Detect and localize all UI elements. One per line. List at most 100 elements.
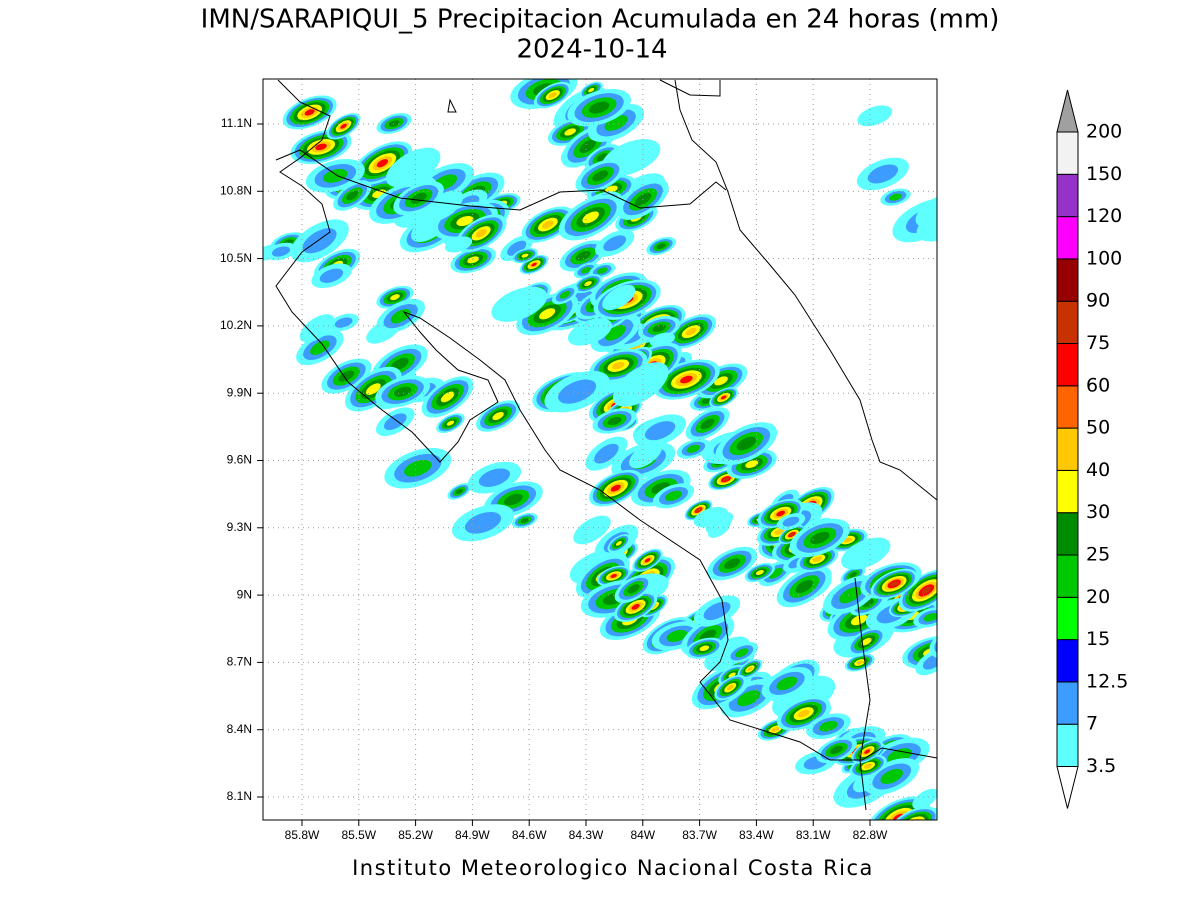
colorbar-label: 50 bbox=[1086, 417, 1110, 439]
colorbar-label: 3.5 bbox=[1086, 755, 1116, 777]
rain-cell bbox=[542, 220, 554, 229]
colorbar-box bbox=[1056, 258, 1079, 302]
rain-cell bbox=[206, 196, 249, 228]
rain-cell bbox=[521, 253, 529, 258]
rain-cell bbox=[612, 362, 625, 370]
rain-cell bbox=[666, 629, 688, 642]
rain-cell bbox=[708, 520, 731, 538]
rain-cell bbox=[404, 459, 432, 477]
title: IMN/SARAPIQUI_5 Precipitacion Acumulada … bbox=[201, 5, 1000, 35]
rain-cell bbox=[588, 87, 595, 93]
colorbar-box bbox=[1056, 554, 1079, 598]
rain-cell bbox=[503, 493, 523, 506]
rain-cell bbox=[841, 537, 891, 570]
rain-cell bbox=[310, 340, 330, 355]
rain-cell bbox=[656, 243, 666, 249]
rain-cell bbox=[922, 653, 937, 670]
rain-cell bbox=[558, 379, 597, 404]
colorbar-box bbox=[1056, 639, 1079, 683]
rain-cell bbox=[629, 441, 663, 469]
rain-cell bbox=[864, 749, 871, 754]
rain-cell bbox=[922, 818, 939, 832]
rain-cell bbox=[941, 236, 961, 253]
rain-cell bbox=[921, 586, 931, 594]
rain-cell bbox=[923, 613, 937, 622]
rain-cell bbox=[596, 267, 608, 274]
colorbar-box bbox=[1056, 681, 1079, 725]
island bbox=[447, 98, 457, 113]
rain-cell bbox=[771, 727, 780, 732]
lat-tick-label: 11.1N bbox=[221, 116, 252, 130]
rain-cell bbox=[720, 395, 727, 400]
rain-cell bbox=[603, 235, 627, 252]
colorbar-label: 120 bbox=[1086, 205, 1122, 227]
rain-cell bbox=[810, 531, 830, 545]
rain-cell bbox=[467, 256, 480, 264]
lon-tick-label: 84.3W bbox=[569, 828, 604, 842]
rain-cell bbox=[456, 216, 474, 226]
colorbar-box bbox=[1056, 131, 1079, 175]
rain-cell bbox=[582, 211, 599, 224]
rain-cell bbox=[346, 190, 359, 201]
rain-cell bbox=[700, 418, 715, 430]
rain-cell bbox=[592, 170, 609, 182]
rain-cell bbox=[627, 584, 640, 594]
rain-cell bbox=[390, 357, 409, 371]
rain-cell bbox=[703, 601, 731, 621]
colorbar-label: 40 bbox=[1086, 459, 1110, 481]
rain-cell bbox=[507, 240, 527, 256]
rain-cell bbox=[776, 510, 786, 517]
lon-tick-label: 84.9W bbox=[455, 828, 490, 842]
rain-cell bbox=[393, 386, 412, 397]
lat-tick-label: 8.7N bbox=[227, 655, 252, 669]
rain-cell bbox=[947, 631, 975, 651]
colorbar-label: 12.5 bbox=[1086, 670, 1128, 692]
rain-cell bbox=[644, 421, 676, 441]
rain-cell bbox=[388, 120, 400, 127]
rain-cell bbox=[680, 375, 693, 384]
rain-cell bbox=[724, 558, 741, 569]
lat-tick-label: 10.5N bbox=[220, 251, 252, 265]
colorbar-box bbox=[1056, 173, 1079, 218]
lon-tick-label: 83.1W bbox=[796, 828, 831, 842]
rain-cell bbox=[631, 603, 640, 610]
colorbar-label: 200 bbox=[1086, 121, 1122, 143]
rain-cell bbox=[714, 376, 728, 386]
colorbar-box bbox=[1056, 343, 1079, 387]
rain-cell bbox=[520, 518, 529, 523]
rain-cell bbox=[334, 317, 353, 328]
colorbar-box bbox=[1056, 469, 1079, 514]
rain-cell bbox=[478, 468, 510, 487]
coastlines bbox=[275, 79, 937, 811]
colorbar-label: 90 bbox=[1086, 290, 1110, 312]
rain-cell bbox=[737, 690, 761, 707]
rain-cell bbox=[867, 164, 899, 184]
rain-cell bbox=[610, 484, 621, 492]
rain-cell bbox=[299, 314, 335, 343]
rain-cell bbox=[942, 627, 981, 655]
rain-cell bbox=[602, 284, 636, 311]
rain-cell bbox=[475, 229, 487, 238]
lon-tick-label: 85.5W bbox=[341, 828, 376, 842]
colorbar-under bbox=[1056, 766, 1079, 809]
rain-cell bbox=[410, 192, 427, 204]
rain-cell bbox=[726, 684, 734, 691]
rain-cell bbox=[776, 676, 798, 691]
rain-cell bbox=[819, 720, 838, 732]
rain-cell bbox=[607, 416, 622, 425]
grid: 85.8W 85.5W 85.2W 84.9W 84.6W 84.3W 84W 83.7W 83… bbox=[220, 79, 937, 842]
rain-cell bbox=[745, 460, 759, 468]
rain-cell bbox=[424, 190, 464, 222]
lat-tick-label: 10.2N bbox=[220, 318, 252, 332]
rain-cell bbox=[795, 579, 813, 594]
rain-cell bbox=[315, 143, 327, 151]
colorbar-label: 75 bbox=[1086, 332, 1110, 354]
rain-cell bbox=[699, 645, 710, 651]
colorbar-box bbox=[1056, 300, 1079, 345]
rain-cell bbox=[849, 571, 857, 578]
rain-cell bbox=[319, 268, 344, 283]
rain-cell bbox=[916, 207, 937, 242]
lon-tick-label: 84.6W bbox=[512, 828, 547, 842]
rain-cell bbox=[934, 230, 969, 259]
